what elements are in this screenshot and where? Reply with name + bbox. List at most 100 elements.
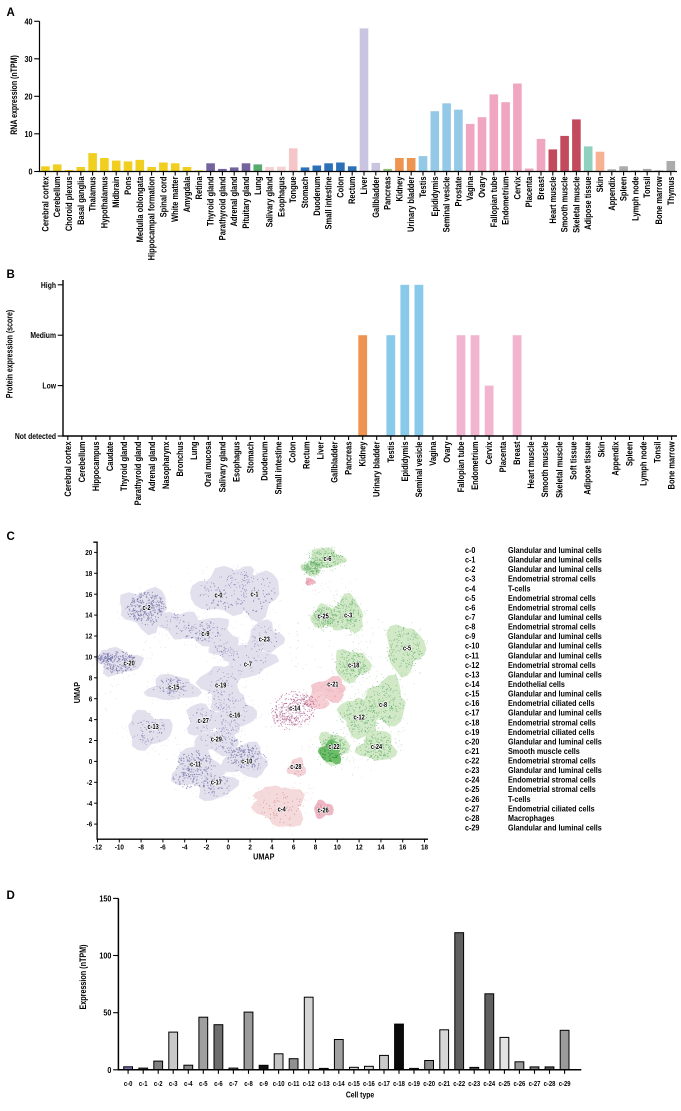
svg-text:Liver: Liver [358, 176, 369, 195]
svg-text:Breast: Breast [511, 441, 522, 465]
svg-text:Ovary: Ovary [476, 176, 487, 198]
svg-text:Cervix: Cervix [483, 441, 494, 464]
svg-text:Seminal vesicle: Seminal vesicle [413, 441, 424, 497]
svg-text:Kidney: Kidney [394, 176, 405, 201]
svg-text:White matter: White matter [170, 176, 181, 222]
svg-text:Bronchus: Bronchus [174, 441, 185, 476]
svg-text:Spleen: Spleen [618, 177, 629, 202]
svg-text:20: 20 [24, 92, 33, 102]
svg-text:40: 40 [24, 17, 33, 27]
svg-text:A: A [7, 7, 15, 19]
svg-text:Adrenal gland: Adrenal gland [146, 442, 157, 492]
svg-text:Adrenal gland: Adrenal gland [229, 177, 240, 227]
svg-text:Placenta: Placenta [497, 441, 508, 472]
svg-text:Vagina: Vagina [465, 176, 476, 201]
svg-text:Salivary gland: Salivary gland [264, 177, 275, 228]
svg-text:Parathyroid gland: Parathyroid gland [132, 442, 143, 506]
svg-text:Amygdala: Amygdala [181, 176, 192, 212]
svg-text:Pancreas: Pancreas [343, 441, 354, 475]
svg-text:Liver: Liver [315, 441, 326, 460]
svg-text:Cerebral cortex: Cerebral cortex [62, 441, 73, 496]
svg-text:Not detected: Not detected [15, 431, 56, 441]
svg-text:Urinary bladder: Urinary bladder [406, 176, 417, 232]
svg-text:0: 0 [28, 167, 33, 177]
svg-text:Appendix: Appendix [606, 176, 617, 211]
svg-text:Kidney: Kidney [357, 441, 368, 466]
svg-text:Prostate: Prostate [453, 176, 464, 206]
svg-text:Epididymis: Epididymis [429, 176, 440, 216]
svg-text:Heart muscle: Heart muscle [526, 441, 537, 489]
svg-text:RNA expression (nTPM): RNA expression (nTPM) [9, 55, 19, 135]
svg-text:Nasopharynx: Nasopharynx [160, 441, 171, 489]
svg-text:Tonsil: Tonsil [652, 442, 663, 464]
svg-text:Medulla oblongata: Medulla oblongata [134, 176, 145, 242]
svg-text:Cerebellum: Cerebellum [76, 442, 87, 483]
svg-text:Soft tissue: Soft tissue [568, 441, 579, 480]
svg-text:Stomach: Stomach [245, 442, 256, 474]
svg-text:Bone marrow: Bone marrow [666, 441, 677, 489]
svg-text:Thymus: Thymus [665, 176, 676, 205]
svg-text:Caudate: Caudate [104, 441, 115, 471]
svg-text:Lymph node: Lymph node [638, 441, 649, 486]
svg-text:Smooth muscle: Smooth muscle [540, 441, 551, 497]
svg-text:Skin: Skin [594, 177, 605, 193]
svg-text:Skeletal muscle: Skeletal muscle [571, 176, 582, 233]
svg-text:Tonsil: Tonsil [642, 177, 653, 199]
svg-text:Adipose tissue: Adipose tissue [582, 441, 593, 495]
svg-text:C: C [7, 531, 15, 543]
svg-text:Tongue: Tongue [288, 176, 299, 203]
svg-text:Rectum: Rectum [347, 177, 358, 205]
svg-text:Ovary: Ovary [441, 441, 452, 463]
svg-text:Thalamus: Thalamus [87, 176, 98, 211]
svg-text:B: B [7, 269, 15, 281]
svg-text:Duodenum: Duodenum [259, 442, 270, 481]
svg-text:Duodenum: Duodenum [311, 177, 322, 216]
svg-text:Rectum: Rectum [301, 442, 312, 470]
svg-text:Lymph node: Lymph node [630, 176, 641, 221]
svg-text:Hippocampal formation: Hippocampal formation [146, 177, 157, 261]
svg-text:Thyroid gland: Thyroid gland [205, 177, 216, 227]
svg-text:Seminal vesicle: Seminal vesicle [441, 176, 452, 232]
svg-text:Esophagus: Esophagus [231, 441, 242, 482]
svg-text:Protein expression (score): Protein expression (score) [5, 309, 15, 398]
svg-text:Adipose tissue: Adipose tissue [583, 176, 594, 230]
svg-text:Gallbladder: Gallbladder [329, 441, 340, 483]
svg-text:Endometrium: Endometrium [500, 177, 511, 225]
svg-text:Small intestine: Small intestine [273, 441, 284, 494]
svg-text:Small intestine: Small intestine [323, 176, 334, 229]
svg-text:Fallopian tube: Fallopian tube [488, 176, 499, 227]
svg-text:Testis: Testis [417, 176, 428, 197]
svg-text:Smooth muscle: Smooth muscle [559, 176, 570, 232]
svg-text:Colon: Colon [335, 177, 346, 198]
svg-text:Hypothalamus: Hypothalamus [99, 176, 110, 228]
svg-text:Epididymis: Epididymis [399, 441, 410, 481]
svg-text:Spinal cord: Spinal cord [158, 177, 169, 218]
svg-text:Parathyroid gland: Parathyroid gland [217, 177, 228, 241]
svg-text:Esophagus: Esophagus [276, 176, 287, 217]
svg-text:Thyroid gland: Thyroid gland [118, 442, 129, 492]
svg-text:Breast: Breast [535, 176, 546, 200]
svg-text:Pituitary gland: Pituitary gland [240, 177, 251, 229]
svg-text:Testis: Testis [385, 441, 396, 462]
svg-text:Gallbladder: Gallbladder [370, 176, 381, 218]
svg-text:10: 10 [24, 129, 33, 139]
svg-text:Choroid plexus: Choroid plexus [63, 176, 74, 231]
svg-text:Fallopian tube: Fallopian tube [455, 441, 466, 492]
svg-text:Spleen: Spleen [624, 442, 635, 467]
svg-text:Stomach: Stomach [299, 177, 310, 209]
svg-text:Appendix: Appendix [610, 441, 621, 476]
svg-text:Lung: Lung [252, 177, 263, 195]
svg-text:Cervix: Cervix [512, 176, 523, 199]
svg-text:High: High [41, 280, 56, 290]
svg-text:Pons: Pons [122, 176, 133, 195]
svg-text:30: 30 [24, 54, 33, 64]
svg-text:Placenta: Placenta [524, 176, 535, 207]
svg-text:Medium: Medium [30, 330, 56, 340]
svg-text:Endometrium: Endometrium [469, 442, 480, 490]
svg-text:Colon: Colon [287, 442, 298, 463]
svg-text:Bone marrow: Bone marrow [653, 176, 664, 224]
svg-text:Urinary bladder: Urinary bladder [371, 441, 382, 497]
svg-text:Hippocampus: Hippocampus [90, 441, 101, 491]
svg-text:Vagina: Vagina [427, 441, 438, 466]
svg-text:Salivary gland: Salivary gland [217, 442, 228, 493]
